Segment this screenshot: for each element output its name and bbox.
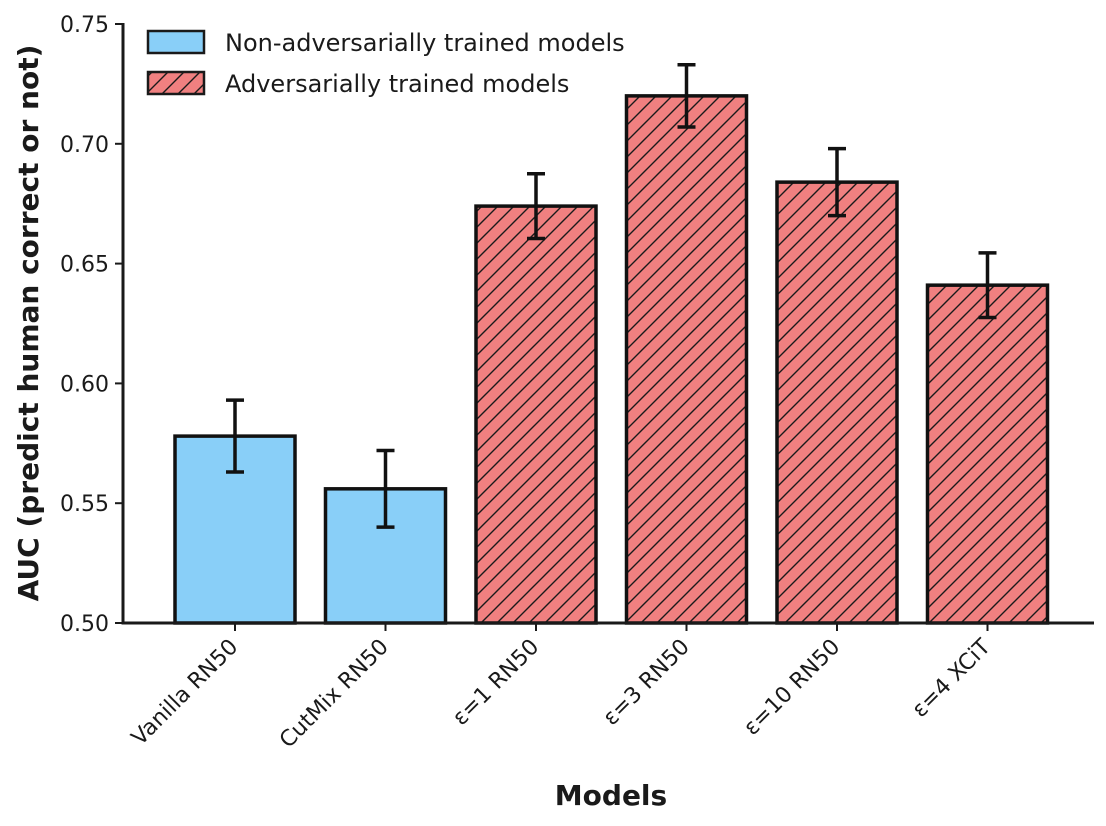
bar-4-hatch xyxy=(626,95,747,623)
y-axis-title: AUC (predict human correct or not) xyxy=(12,45,45,602)
y-tick-label-0-75: 0.75 xyxy=(60,13,109,38)
x-tick-label-3-rn50: ε=3 RN50 xyxy=(599,635,695,731)
y-ticks: 0.50 0.55 0.60 0.65 0.70 0.75 xyxy=(60,13,123,637)
legend-label-adversarial: Adversarially trained models xyxy=(225,70,569,98)
x-tick-label-1-rn50: ε=1 RN50 xyxy=(448,635,544,731)
error-bar-4 xyxy=(677,62,696,129)
bar-5-hatch xyxy=(777,182,897,624)
x-ticks: Vanilla RN50 CutMix RN50 ε=1 RN50 ε=3 RN50 ε… xyxy=(127,623,996,753)
y-tick-label-0-65: 0.65 xyxy=(60,253,109,278)
legend-label-non-adversarial: Non-adversarially trained models xyxy=(225,29,625,57)
legend-swatch-adversarial xyxy=(146,70,206,96)
x-axis-title: Models xyxy=(555,779,667,812)
y-tick-label-0-50: 0.50 xyxy=(60,612,109,637)
x-tick-label-4-xcit: ε=4 XCiT xyxy=(908,634,997,723)
x-tick-label-10-rn50: ε=10 RN50 xyxy=(739,635,845,741)
error-bar-6 xyxy=(978,251,997,320)
bar-6-hatch xyxy=(927,285,1048,623)
error-bar-3 xyxy=(527,172,545,241)
bars-layer xyxy=(173,94,1050,625)
x-tick-label-vanilla-rn50: Vanilla RN50 xyxy=(127,635,243,751)
error-bar-2 xyxy=(376,448,395,529)
error-bar-1 xyxy=(226,398,244,474)
y-tick-label-0-70: 0.70 xyxy=(60,133,109,158)
y-tick-label-0-60: 0.60 xyxy=(60,372,109,397)
legend: Non-adversarially trained models Adversa… xyxy=(146,29,625,98)
error-bar-5 xyxy=(828,146,846,218)
error-bars-layer xyxy=(226,62,997,529)
y-tick-label-0-55: 0.55 xyxy=(60,492,109,517)
legend-swatch-non-adversarial xyxy=(146,29,206,55)
x-tick-label-cutmix-rn50: CutMix RN50 xyxy=(275,635,394,754)
bar-3-hatch xyxy=(476,206,596,623)
